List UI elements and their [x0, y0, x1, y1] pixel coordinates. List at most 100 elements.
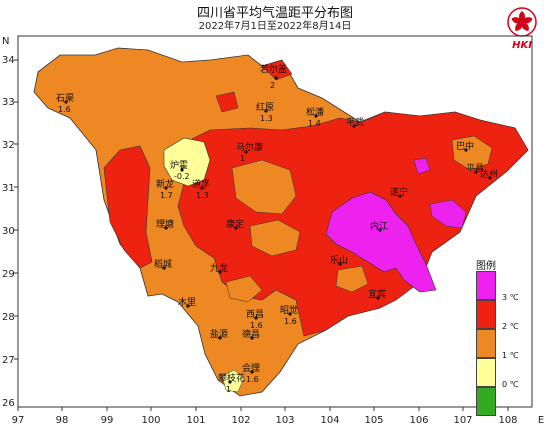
svg-text:稻城: 稻城 [154, 259, 172, 270]
region-anomaly-0 [163, 137, 211, 187]
region-anomaly-2-west [103, 145, 153, 269]
station: 内江 [370, 220, 388, 232]
region-anomaly-1-inner-b [451, 135, 493, 171]
legend-title: 图例 [476, 261, 496, 272]
svg-text:九龙: 九龙 [210, 262, 228, 274]
region-anomaly-3-north [413, 157, 431, 175]
svg-text:1.3: 1.3 [196, 191, 209, 200]
svg-text:理塘: 理塘 [156, 218, 174, 230]
y-axis-unit: N [2, 36, 9, 47]
svg-text:1.7: 1.7 [160, 191, 173, 200]
svg-text:内江: 内江 [370, 220, 388, 232]
svg-text:1.6: 1.6 [250, 321, 263, 330]
legend-label-0: 0 ℃ [502, 380, 519, 389]
svg-text:康定: 康定 [226, 218, 244, 230]
svg-text:2: 2 [270, 81, 275, 90]
station: 道孚 1.3 [192, 178, 210, 200]
legend: 图例 3 ℃ 2 ℃ 1 ℃ 0 ℃ [476, 257, 536, 416]
y-tick-label: 28 [2, 312, 15, 323]
station: 九龙 [210, 262, 228, 274]
svg-text:1.6: 1.6 [58, 105, 71, 114]
y-tick-label: 30 [2, 226, 15, 237]
station: 理塘 [156, 218, 174, 230]
svg-text:道孚: 道孚 [192, 178, 210, 190]
region-anomaly-1-inner-d [225, 275, 263, 303]
station: 平武 [346, 116, 364, 128]
legend-label-1: 1 ℃ [502, 351, 519, 360]
region-anomaly-1-inner-a [231, 159, 297, 215]
svg-text:平武: 平武 [346, 116, 364, 128]
axis-ticks [14, 59, 509, 411]
station: 康定 [226, 218, 244, 230]
x-tick-label: 104 [320, 415, 339, 426]
station: 德昌 [242, 328, 260, 340]
svg-text:新龙: 新龙 [156, 178, 174, 190]
region-anomaly-2-north-a [261, 59, 293, 81]
svg-text:1: 1 [240, 154, 245, 163]
y-tick-label: 34 [2, 55, 15, 66]
svg-text:乐山: 乐山 [330, 254, 348, 266]
map-subtitle: 2022年7月1日至2022年8月14日 [198, 21, 352, 32]
station-markers: 若尔盖 2 石渠 1.6 红原 1.3 松潘 1.4 马尔康 1 平武 炉霍 -… [56, 63, 498, 394]
svg-text:昭觉: 昭觉 [280, 305, 298, 316]
station: 巴中 [456, 140, 474, 152]
legend-swatch-3 [476, 271, 496, 300]
station: 新龙 1.7 [156, 178, 174, 200]
svg-text:巴中: 巴中 [456, 140, 474, 152]
station: 西昌 1.6 [246, 309, 264, 330]
svg-text:1.4: 1.4 [308, 119, 321, 128]
station: 马尔康 1 [236, 141, 263, 163]
station: 松潘 1.4 [306, 106, 324, 128]
x-tick-label: 99 [101, 415, 114, 426]
legend-label-2: 2 ℃ [502, 322, 519, 331]
region-anomaly-2-north-b [215, 91, 239, 113]
svg-text:会理: 会理 [242, 362, 260, 374]
x-tick-label: 105 [364, 415, 383, 426]
x-tick-label: 106 [409, 415, 428, 426]
station: 稻城 [154, 259, 172, 270]
svg-text:-0.2: -0.2 [174, 172, 190, 181]
map-frame [17, 35, 533, 408]
logo-text: HKI [512, 40, 532, 50]
station: 红原 1.3 [256, 101, 274, 123]
station: 平昌 [466, 163, 484, 174]
svg-text:盐源: 盐源 [210, 328, 228, 340]
x-tick-label: 103 [275, 415, 294, 426]
station: 乐山 [330, 254, 348, 266]
y-tick-label: 27 [2, 355, 15, 366]
legend-label-3: 3 ℃ [502, 293, 519, 302]
region-anomaly-3-east [429, 199, 467, 229]
svg-text:1.3: 1.3 [260, 114, 273, 123]
station: 昭觉 1.6 [280, 305, 298, 326]
svg-text:攀枝花: 攀枝花 [218, 372, 245, 384]
y-tick-label: 32 [2, 140, 15, 151]
svg-text:德昌: 德昌 [242, 328, 260, 340]
svg-text:松潘: 松潘 [306, 106, 324, 118]
y-tick-label: 29 [2, 269, 15, 280]
svg-text:炉霍: 炉霍 [170, 159, 188, 171]
x-tick-label: 108 [498, 415, 517, 426]
station: 达州 [480, 168, 498, 180]
svg-text:宜宾: 宜宾 [368, 288, 386, 300]
legend-swatch-1 [476, 329, 496, 358]
legend-swatch-0 [476, 358, 496, 387]
station: 宜宾 [368, 288, 386, 300]
x-tick-label: 97 [12, 415, 25, 426]
legend-swatch-below [476, 387, 496, 416]
svg-text:西昌: 西昌 [246, 309, 264, 320]
station: 攀枝花 1 [218, 372, 245, 394]
svg-text:1.6: 1.6 [284, 317, 297, 326]
svg-text:达州: 达州 [480, 168, 498, 180]
y-tick-label: 33 [2, 97, 15, 108]
station: 木里 [178, 296, 196, 308]
svg-text:若尔盖: 若尔盖 [260, 63, 287, 75]
svg-text:1: 1 [226, 385, 231, 394]
station: 盐源 [210, 328, 228, 340]
svg-text:1.6: 1.6 [246, 375, 259, 384]
x-tick-label: 101 [186, 415, 205, 426]
station: 若尔盖 2 [260, 63, 287, 90]
region-anomaly-0-south [221, 369, 245, 393]
svg-text:红原: 红原 [256, 101, 274, 113]
svg-text:木里: 木里 [178, 296, 196, 308]
